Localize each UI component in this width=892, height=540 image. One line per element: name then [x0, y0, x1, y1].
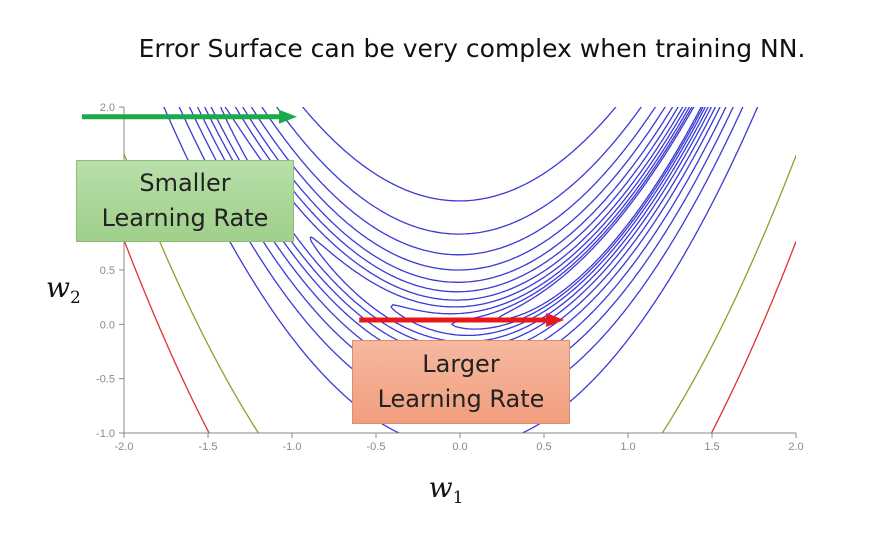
y-tick-label: -0.5 — [96, 374, 115, 386]
y-tick-label: 0.5 — [100, 265, 115, 277]
larger-learning-rate-box: Larger Learning Rate — [352, 340, 570, 424]
x-tick-label: 1.0 — [620, 441, 635, 453]
y-tick-label: 0.0 — [100, 319, 115, 331]
x-tick-label: -1.0 — [283, 441, 302, 453]
larger-lr-arrow-head — [546, 312, 565, 327]
contour-line — [390, 107, 706, 337]
x-tick-label: 1.5 — [704, 441, 719, 453]
x-tick-label: 0.5 — [536, 441, 551, 453]
x-tick-label: 2.0 — [788, 441, 803, 453]
y-axis-label: w2 — [46, 271, 81, 308]
x-tick-label: -0.5 — [367, 441, 386, 453]
y-tick-label: -1.0 — [96, 428, 115, 440]
contour-line — [163, 107, 759, 433]
x-tick-label: -2.0 — [115, 441, 134, 453]
contour-line-outer — [124, 239, 796, 433]
smaller-lr-arrow-head — [279, 109, 298, 124]
y-tick-label: 2.0 — [100, 102, 115, 114]
x-tick-label: -1.5 — [199, 441, 218, 453]
slide-title: Error Surface can be very complex when t… — [138, 34, 806, 63]
x-tick-label: 0.0 — [452, 441, 467, 453]
smaller-learning-rate-box: Smaller Learning Rate — [76, 160, 294, 242]
x-axis-label: w1 — [429, 471, 464, 508]
arrows — [82, 109, 565, 327]
axes: -2.0 -1.5 -1.0 -0.5 0.0 0.5 1.0 1.5 2.0 2.0 0.5 0.0… — [96, 102, 804, 453]
